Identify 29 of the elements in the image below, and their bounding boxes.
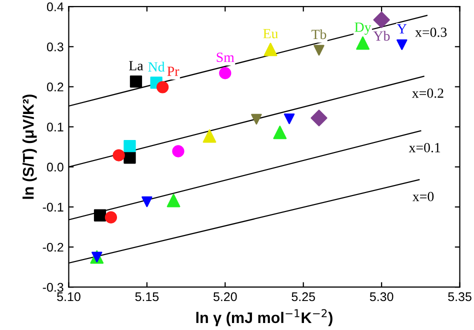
y-tick-label: 0.1: [46, 122, 64, 132]
series-label: Dy: [354, 22, 372, 35]
x-tick-label: 5.35: [448, 292, 472, 302]
x-axis-title: ln γ (mJ mol$^{−1}$K$^{−2}$): [196, 309, 332, 326]
series-label: x=0.3: [415, 28, 447, 38]
legend-label: x=0.2: [412, 88, 444, 98]
series-label: Y: [397, 24, 407, 34]
series-label: Sm: [216, 52, 234, 62]
x-tick-label: 5.10: [57, 292, 80, 302]
y-tick-label: -0.2: [42, 242, 64, 252]
series-label: Pr: [167, 66, 180, 76]
x-tick-label: 5.20: [213, 292, 237, 302]
series-label: Eu: [263, 29, 278, 38]
x-tick-label: 5.30: [370, 292, 394, 302]
series-label: Yb: [373, 30, 390, 41]
y-tick-label: 0.2: [46, 82, 64, 92]
y-tick-label: 0.3: [46, 42, 64, 52]
x-tick-label: 5.15: [135, 292, 159, 302]
y-tick-label: 0.0: [46, 162, 64, 172]
series-label: Nd: [148, 62, 165, 72]
x-tick-label: 5.25: [292, 292, 315, 302]
y-tick-label: 0.4: [46, 2, 64, 12]
series-label: x=0: [412, 192, 434, 202]
y-tick-label: -0.1: [42, 202, 64, 212]
series-label: La: [129, 61, 144, 70]
series-label: Tb: [312, 29, 326, 40]
y-tick-label: -0.3: [42, 282, 64, 292]
y-axis-title: ln (S/T) (μV/K²): [22, 94, 37, 199]
series-label: x=0.1: [408, 142, 440, 152]
